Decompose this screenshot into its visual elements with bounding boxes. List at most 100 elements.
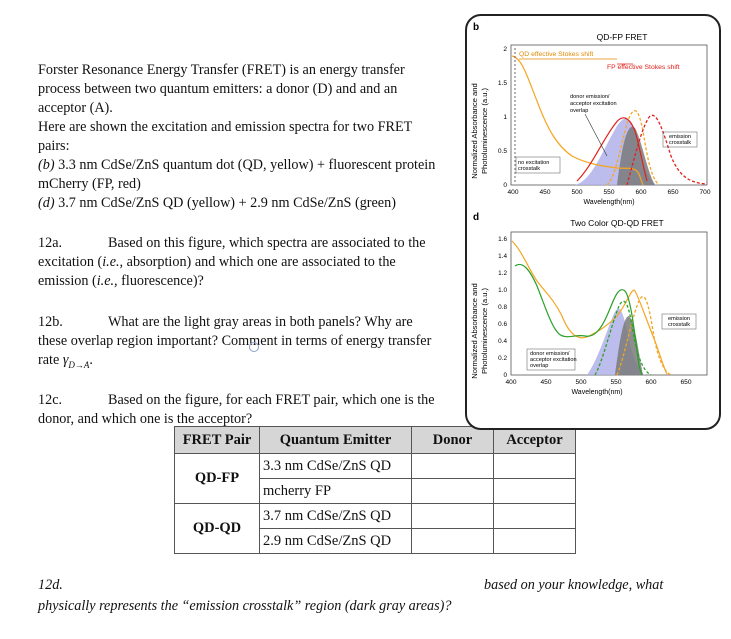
panel-b-xtick: 550 <box>603 189 614 196</box>
panel-d-emission-crosstalk-label-1: emission <box>668 316 690 322</box>
panel-b-overlap-label-1: donor emission/ <box>570 94 610 100</box>
intro-line-7: mCherry (FP, red) <box>38 176 141 192</box>
panel-d-qd1-emission-line <box>616 296 672 376</box>
panel-d-label: d <box>473 212 479 223</box>
panel-d-emission-crosstalk-label-2: crosstalk <box>668 322 690 328</box>
panel-d-emission-crosstalk-box <box>661 313 697 330</box>
panel-d-qd1-excitation-line <box>511 240 668 375</box>
panel-b-overlap-label-2: acceptor excitation <box>570 101 617 107</box>
panel-d-xtick: 400 <box>505 379 516 386</box>
panel-b-ytick: 2 <box>503 46 507 53</box>
panel-b-yticks: 0 0.5 1 1.5 2 <box>498 46 508 189</box>
panel-b-xtick: 600 <box>635 189 646 196</box>
pair-qd-qd: QD-QD <box>174 503 260 554</box>
q12c-line-1: Based on the figure, for each FRET pair,… <box>108 392 435 408</box>
q12b-line-1: What are the light gray areas in both pa… <box>108 314 413 330</box>
panel-b-ylabel-2: Photoluminescence (a.u.) <box>480 87 489 174</box>
panel-d-overlap-label-2: acceptor excitation <box>530 357 577 363</box>
header-acceptor: Acceptor <box>493 426 576 454</box>
panel-b-emission-crosstalk-box <box>662 131 698 148</box>
q12d-number: 12d. <box>38 577 63 593</box>
acceptor-answer-cell[interactable] <box>493 453 576 479</box>
panel-d-overlap-box <box>526 348 576 371</box>
header-quantum-emitter: Quantum Emitter <box>259 426 412 454</box>
panel-b-overlap-label-3: overlap <box>570 108 588 114</box>
q12a-line-1: Based on this figure, which spectra are … <box>108 235 426 251</box>
donor-answer-cell[interactable] <box>411 453 494 479</box>
cursor-circle-icon <box>249 342 259 352</box>
panel-d-ylabel-1: Normalized Absorbance and <box>470 283 479 378</box>
panel-d-ytick: 0.2 <box>498 355 507 362</box>
table-row: mcherry FP <box>175 478 576 504</box>
donor-answer-cell[interactable] <box>411 528 494 554</box>
panel-b-fp-emission-line <box>626 114 708 186</box>
panel-d-ytick: 1.4 <box>498 253 507 260</box>
panel-d-ytick: 0.4 <box>498 338 507 345</box>
panel-b-xticks: 400 450 500 550 600 650 700 <box>507 189 710 196</box>
header-fret-pair: FRET Pair <box>174 426 260 454</box>
donor-answer-cell[interactable] <box>411 478 494 504</box>
panel-d-ytick: 1.0 <box>498 287 507 294</box>
panel-d-overlap-label-1: donor emission/ <box>530 351 570 357</box>
panel-d-xtick: 450 <box>540 379 551 386</box>
panel-b-ytick: 1.5 <box>498 80 507 87</box>
panel-d-xticks: 400 450 500 550 600 650 <box>505 379 691 386</box>
panel-b-no-crosstalk-box <box>515 156 561 174</box>
panel-b-xtick: 650 <box>667 189 678 196</box>
panel-b-xtick: 400 <box>507 189 518 196</box>
panel-d-ytick: 0 <box>503 372 507 379</box>
panel-b-crosstalk-area <box>617 126 655 185</box>
panel-b-xtick: 450 <box>539 189 550 196</box>
panel-b-fp-stokes-label: FP effective Stokes shift <box>607 64 680 71</box>
intro-line-6: (b) 3.3 nm CdSe/ZnS quantum dot (QD, yel… <box>38 157 436 173</box>
panel-d-xtick: 500 <box>575 379 586 386</box>
q12b-line-2: these overlap region important? Comment … <box>38 333 432 349</box>
intro-line-3: acceptor (A). <box>38 100 113 116</box>
donor-answer-cell[interactable] <box>411 503 494 529</box>
panel-b-no-crosstalk-label-1: no excitation <box>518 160 549 166</box>
emitter-cell: 2.9 nm CdSe/ZnS QD <box>259 528 412 554</box>
fret-table: FRET Pair Quantum Emitter Donor Acceptor… <box>174 426 576 554</box>
panel-d-xlabel: Wavelength(nm) <box>571 389 622 396</box>
intro-line-2: process between two quantum emitters: a … <box>38 81 398 97</box>
panel-b-label: b <box>473 22 479 33</box>
q12a-number: 12a. <box>38 235 63 251</box>
panel-b-overlap-pointer <box>584 113 608 157</box>
table-row: 2.9 nm CdSe/ZnS QD <box>175 528 576 554</box>
panel-b-emission-crosstalk-label-1: emission <box>669 134 691 140</box>
panel-b-xtick: 500 <box>571 189 582 196</box>
panel-d-xtick: 600 <box>645 379 656 386</box>
emitter-cell: mcherry FP <box>259 478 412 504</box>
acceptor-answer-cell[interactable] <box>493 503 576 529</box>
table-row: QD-FP 3.3 nm CdSe/ZnS QD <box>174 453 576 504</box>
q12d-line-2: physically represents the “emission cros… <box>38 598 452 614</box>
panel-b-qd-stokes-label: QD effective Stokes shift <box>519 51 593 58</box>
table-row: QD-QD 3.7 nm CdSe/ZnS QD <box>174 503 576 554</box>
panel-d-ytick: 0.6 <box>498 321 507 328</box>
panel-d-ytick: 0.8 <box>498 304 507 311</box>
panel-d-xtick: 550 <box>610 379 621 386</box>
intro-line-5: pairs: <box>38 138 70 154</box>
intro-line-8: (d) 3.7 nm CdSe/ZnS QD (yellow) + 2.9 nm… <box>38 195 396 211</box>
panel-b-no-crosstalk-label-2: crosstalk <box>518 166 540 172</box>
panel-d-ylabel-2: Photoluminescence (a.u.) <box>480 287 489 374</box>
panel-d-yticks: 0 0.2 0.4 0.6 0.8 1.0 1.2 1.4 1.6 <box>498 236 507 379</box>
panel-d-xtick: 650 <box>680 379 691 386</box>
panel-b-fp-excitation-line <box>576 117 648 182</box>
panel-d-overlap-label-3: overlap <box>530 363 548 369</box>
spectra-svg: b QD-FP FRET Normalized Absorbance and P… <box>470 22 711 396</box>
panel-d-qd2-excitation-line <box>514 263 643 376</box>
fret-spectra-figure: b QD-FP FRET Normalized Absorbance and P… <box>465 14 721 430</box>
acceptor-answer-cell[interactable] <box>493 528 576 554</box>
intro-line-1: Forster Resonance Energy Transfer (FRET)… <box>38 62 405 78</box>
panel-d-ytick: 1.6 <box>498 236 507 243</box>
q12b-number: 12b. <box>38 314 63 330</box>
panel-b-xtick: 700 <box>699 189 710 196</box>
pair-qd-fp: QD-FP <box>174 453 260 504</box>
acceptor-answer-cell[interactable] <box>493 478 576 504</box>
panel-d-ytick: 1.2 <box>498 270 507 277</box>
panel-b-qd-emission-line <box>606 110 660 186</box>
panel-b-ytick: 1 <box>503 114 507 121</box>
panel-b-ytick: 0.5 <box>498 148 507 155</box>
q12a-line-3: emission (i.e., fluorescence)? <box>38 273 204 289</box>
